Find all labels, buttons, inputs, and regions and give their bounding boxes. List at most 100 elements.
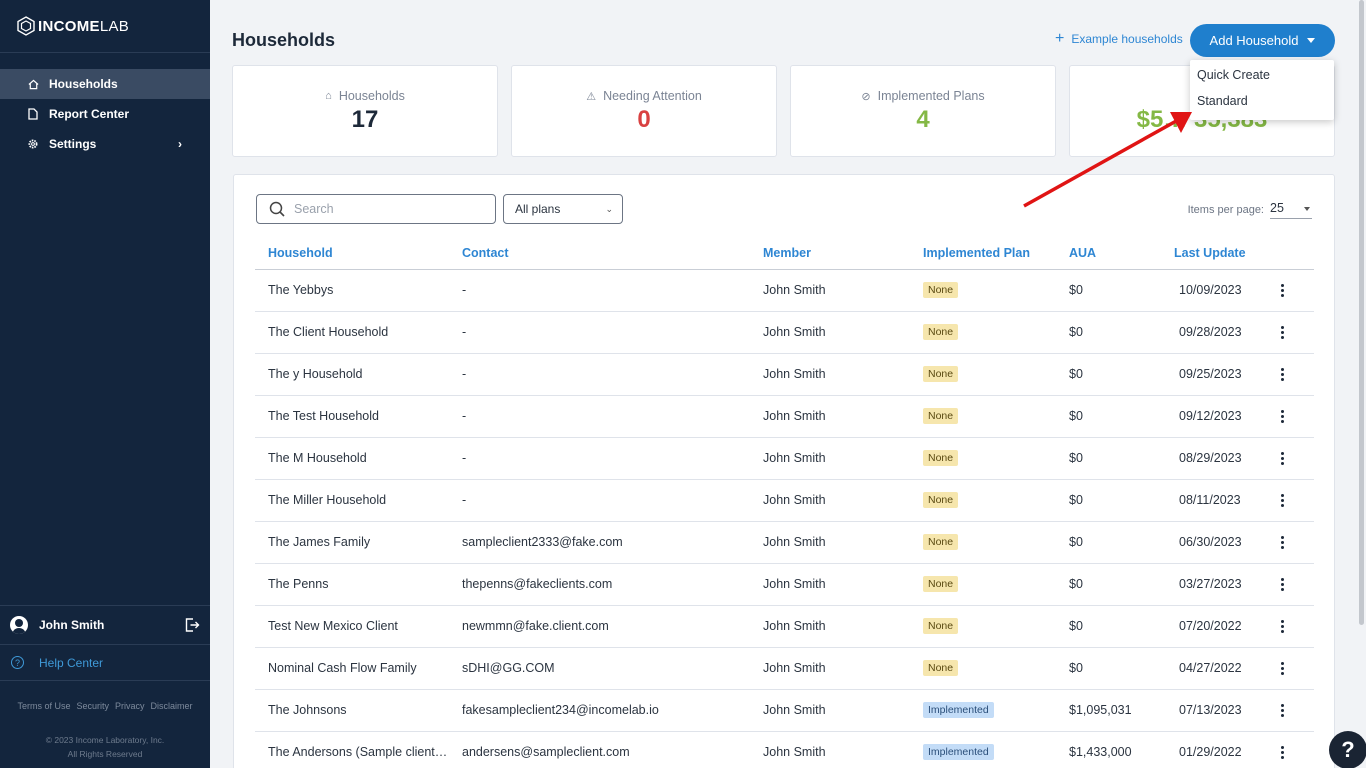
more-vert-icon[interactable]: [1274, 577, 1290, 591]
warning-icon: ⚠: [586, 90, 597, 103]
last-update-cell: 07/20/2022: [1161, 605, 1274, 648]
more-vert-icon[interactable]: [1274, 703, 1290, 717]
stat-value: 4: [916, 106, 930, 133]
plan-filter-select[interactable]: All plans ⌄: [503, 194, 623, 224]
last-update-cell: 10/09/2023: [1161, 269, 1274, 312]
member-cell: John Smith: [750, 605, 910, 648]
contact-cell: -: [449, 395, 750, 438]
last-update-cell: 09/25/2023: [1161, 353, 1274, 396]
search-box[interactable]: [256, 194, 496, 224]
more-vert-icon[interactable]: [1274, 367, 1290, 381]
table-row[interactable]: The Client Household - John Smith None $0 09/…: [255, 311, 1314, 354]
column-header-household[interactable]: Household: [255, 237, 449, 270]
plan-cell: None: [910, 605, 1056, 648]
more-vert-icon[interactable]: [1274, 283, 1290, 297]
more-vert-icon[interactable]: [1274, 661, 1290, 675]
table-row[interactable]: The Andersons (Sample client: ... anderse…: [255, 731, 1314, 768]
sidebar-item-label: Households: [49, 77, 118, 91]
add-household-button[interactable]: Add Household: [1190, 24, 1335, 57]
more-vert-icon[interactable]: [1274, 745, 1290, 759]
table-row[interactable]: The Test Household - John Smith None $0 09/12…: [255, 395, 1314, 438]
column-header-last-update[interactable]: Last Update: [1161, 237, 1274, 270]
member-cell: John Smith: [750, 479, 910, 522]
row-actions-cell: [1274, 521, 1314, 564]
aua-cell: $0: [1056, 437, 1161, 480]
table-row[interactable]: The Miller Household - John Smith None $0 08/…: [255, 479, 1314, 522]
plan-status-badge: None: [923, 660, 959, 676]
member-cell: John Smith: [750, 437, 910, 480]
member-cell: John Smith: [750, 563, 910, 606]
sidebar-item-households[interactable]: Households: [0, 69, 210, 99]
table-row[interactable]: The Yebbys - John Smith None $0 10/09/2023: [255, 269, 1314, 312]
brand-name-light: LAB: [99, 17, 130, 35]
more-vert-icon[interactable]: [1274, 451, 1290, 465]
sidebar-item-report-center[interactable]: Report Center: [0, 99, 210, 129]
plan-cell: None: [910, 269, 1056, 312]
table-header-row: Household Contact Member Implemented Pla…: [255, 237, 1314, 270]
table-row[interactable]: Nominal Cash Flow Family sDHI@GG.COM John …: [255, 647, 1314, 690]
help-icon: ?: [11, 656, 24, 669]
column-header-member[interactable]: Member: [750, 237, 910, 270]
last-update-cell: 03/27/2023: [1161, 563, 1274, 606]
member-cell: John Smith: [750, 689, 910, 732]
table-row[interactable]: The M Household - John Smith None $0 08/29/20…: [255, 437, 1314, 480]
menu-item-standard[interactable]: Standard: [1197, 94, 1248, 108]
footer-link-disclaimer[interactable]: Disclaimer: [150, 701, 193, 711]
footer-link-terms[interactable]: Terms of Use: [17, 701, 71, 711]
page-title: Households: [232, 30, 336, 50]
table-row[interactable]: The James Family sampleclient2333@fake.co…: [255, 521, 1314, 564]
example-households-label: Example households: [1071, 32, 1183, 46]
table-row[interactable]: The Penns thepenns@fakeclients.com John Sm…: [255, 563, 1314, 606]
items-per-page-select[interactable]: 25: [1270, 201, 1312, 219]
households-panel: All plans ⌄ Items per page: 25 Household…: [233, 174, 1335, 768]
plan-cell: None: [910, 437, 1056, 480]
footer-link-privacy[interactable]: Privacy: [115, 701, 145, 711]
more-vert-icon[interactable]: [1274, 409, 1290, 423]
last-update-cell: 08/11/2023: [1161, 479, 1274, 522]
scrollbar[interactable]: [1359, 0, 1364, 625]
document-icon: [27, 108, 39, 120]
plan-status-badge: Implemented: [923, 702, 994, 718]
sidebar-item-settings[interactable]: Settings ›: [0, 129, 210, 159]
stat-value: 0: [637, 106, 651, 133]
caret-down-icon: [1307, 38, 1316, 43]
help-center-link[interactable]: ? Help Center: [0, 645, 210, 681]
plan-status-badge: Implemented: [923, 744, 994, 760]
row-actions-cell: [1274, 563, 1314, 606]
menu-item-quick-create[interactable]: Quick Create: [1197, 68, 1270, 82]
contact-cell: -: [449, 479, 750, 522]
aua-cell: $0: [1056, 479, 1161, 522]
plan-status-badge: None: [923, 618, 959, 634]
table-row[interactable]: Test New Mexico Client newmmn@fake.client…: [255, 605, 1314, 648]
logo[interactable]: INCOMELAB: [0, 0, 210, 53]
search-input[interactable]: [294, 202, 484, 216]
chevron-down-icon: ⌄: [605, 204, 613, 214]
footer-link-security[interactable]: Security: [76, 701, 109, 711]
more-vert-icon[interactable]: [1274, 619, 1290, 633]
gear-icon: [27, 138, 39, 150]
table-row[interactable]: The Johnsons fakesampleclient234@incomela…: [255, 689, 1314, 732]
chevron-right-icon: ›: [178, 137, 182, 151]
table-row[interactable]: The y Household - John Smith None $0 09/25/20…: [255, 353, 1314, 396]
row-actions-cell: [1274, 479, 1314, 522]
example-households-link[interactable]: + Example households: [1055, 31, 1183, 47]
user-profile[interactable]: John Smith: [0, 605, 210, 645]
column-header-implemented-plan[interactable]: Implemented Plan: [910, 237, 1056, 270]
help-fab-button[interactable]: ?: [1329, 731, 1366, 768]
home-icon: [27, 78, 39, 90]
contact-cell: -: [449, 269, 750, 312]
more-vert-icon[interactable]: [1274, 325, 1290, 339]
plan-status-badge: None: [923, 282, 959, 298]
household-cell: The Miller Household: [255, 479, 449, 522]
aua-cell: $0: [1056, 311, 1161, 354]
more-vert-icon[interactable]: [1274, 493, 1290, 507]
column-header-contact[interactable]: Contact: [449, 237, 750, 270]
sidebar-item-label: Settings: [49, 137, 97, 151]
help-center-label: Help Center: [39, 655, 104, 670]
logout-icon[interactable]: [184, 617, 200, 633]
column-header-aua[interactable]: AUA: [1056, 237, 1161, 270]
search-icon: [269, 201, 285, 217]
more-vert-icon[interactable]: [1274, 535, 1290, 549]
column-header-actions: [1274, 237, 1314, 270]
last-update-cell: 07/13/2023: [1161, 689, 1274, 732]
